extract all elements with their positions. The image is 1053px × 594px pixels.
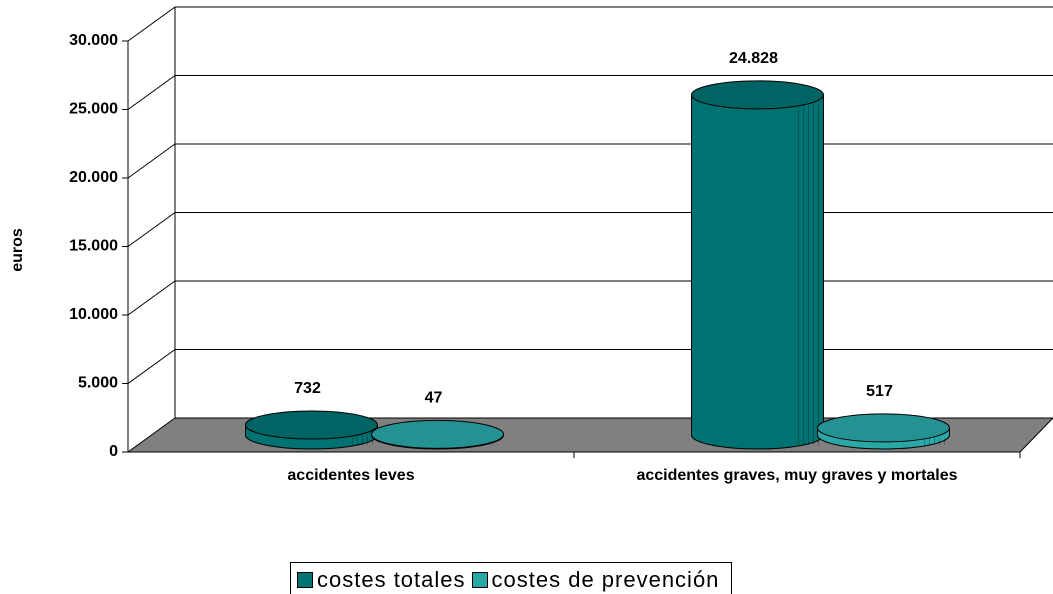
y-tick-label: 20.000	[69, 169, 118, 186]
cylinder-top	[371, 419, 504, 449]
grid-line	[127, 6, 176, 42]
cylinder-top	[691, 80, 824, 110]
legend-swatch	[471, 572, 488, 588]
legend-entry: costes de prevención	[471, 567, 720, 593]
grid-line	[127, 280, 176, 316]
value-label: 47	[425, 390, 443, 407]
y-axis-label: euros	[9, 228, 26, 272]
value-label: 732	[294, 380, 321, 397]
grid-line	[127, 75, 176, 110]
cylinder-top-shade	[245, 410, 378, 439]
y-tick-label: 15.000	[69, 238, 118, 255]
y-tick-label: 5.000	[78, 375, 118, 392]
y-tick-label: 0	[109, 443, 118, 460]
y-tick-label: 10.000	[69, 306, 118, 323]
cylinder	[817, 413, 950, 450]
x-tick-label: accidentes leves	[287, 467, 415, 484]
legend-swatch	[297, 572, 313, 588]
cylinder	[691, 80, 824, 450]
cylinder-top	[817, 413, 950, 443]
cylinder-top-shade	[691, 80, 824, 109]
grid-line	[127, 143, 176, 179]
y-tick-label: 30.000	[69, 32, 118, 49]
legend-label: costes totales	[317, 567, 466, 592]
cylinder-top-shade	[371, 420, 504, 449]
cylinder-fill	[692, 94, 823, 436]
grid-line	[127, 212, 176, 247]
cylinder	[245, 410, 378, 450]
cylinder-top-shade	[817, 413, 950, 442]
cylinder	[371, 419, 504, 450]
value-label: 517	[866, 383, 893, 400]
cylinder-top	[245, 410, 378, 440]
legend-entry: costes totales	[297, 567, 466, 593]
grid-line	[127, 349, 176, 384]
legend: costes totales costes de prevención	[290, 562, 733, 594]
legend-label: costes de prevención	[491, 567, 720, 592]
y-tick-label: 25.000	[69, 101, 118, 118]
x-tick-label: accidentes graves, muy graves y mortales	[636, 467, 958, 484]
value-label: 24.828	[729, 50, 778, 67]
